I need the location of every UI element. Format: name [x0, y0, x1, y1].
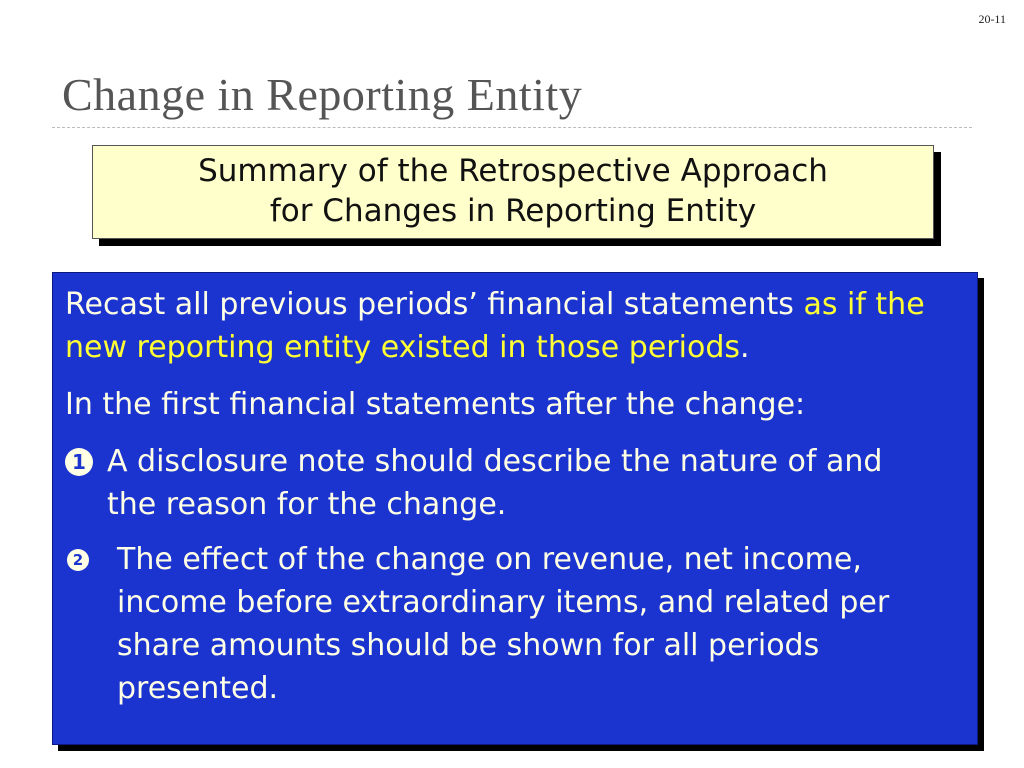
period: .: [740, 330, 750, 365]
paragraph-first-statements: In the first financial statements after …: [65, 387, 806, 422]
content-box: Recast all previous periods’ financial s…: [52, 272, 978, 745]
title-divider: [52, 127, 972, 128]
summary-box: Summary of the Retrospective Approach fo…: [92, 145, 934, 239]
paragraph-recast: Recast all previous periods’ financial s…: [65, 283, 965, 369]
number-1-icon: 1: [65, 448, 93, 476]
list-item: 1 A disclosure note should describe the …: [65, 440, 965, 526]
summary-line-1: Summary of the Retrospective Approach: [198, 153, 828, 189]
list-item-text: A disclosure note should describe the na…: [107, 444, 883, 522]
list-item-text: The effect of the change on revenue, net…: [117, 542, 890, 706]
highlight-text: as if the new reporting entity existed i…: [65, 287, 925, 365]
number-2-icon: 2: [67, 549, 89, 571]
summary-line-2: for Changes in Reporting Entity: [269, 193, 757, 229]
page-number: 20-11: [978, 12, 1006, 26]
recast-text: Recast all previous periods’ financial s…: [65, 287, 804, 322]
slide-title: Change in Reporting Entity: [62, 69, 583, 120]
list-item: 2 The effect of the change on revenue, n…: [65, 538, 965, 710]
